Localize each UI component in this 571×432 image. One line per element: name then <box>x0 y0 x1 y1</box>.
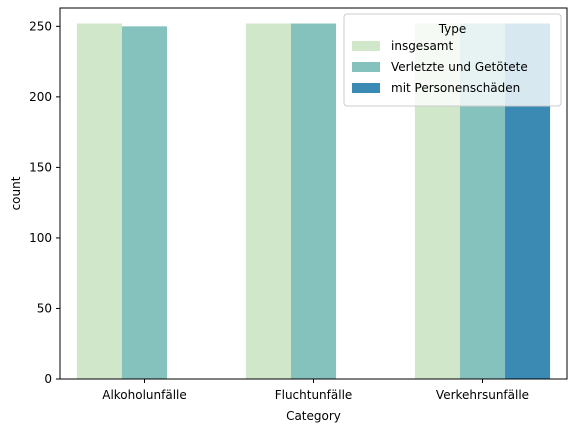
legend: Type insgesamt Verletzte und Getötete mit … <box>343 13 562 107</box>
x-tick-label-2: Verkehrsunfälle <box>436 388 529 402</box>
x-axis-title: Category <box>286 409 341 423</box>
bar-0-1 <box>121 26 168 380</box>
y-axis-title: count <box>9 176 23 210</box>
legend-swatch-1 <box>352 62 380 72</box>
plot-frame <box>59 7 568 380</box>
bar-1-0 <box>245 23 291 380</box>
bar-0-0 <box>76 23 122 380</box>
y-axis: 0 50 100 150 200 250 <box>29 19 60 386</box>
bar-1-1 <box>290 23 337 380</box>
x-axis: Alkoholunfälle Fluchtunfälle Verkehrsunfäl… <box>102 379 529 402</box>
legend-swatch-0 <box>352 41 380 51</box>
legend-label-1: Verletzte und Getötete <box>391 60 528 74</box>
legend-label-2: mit Personenschäden <box>391 81 520 95</box>
y-tick-label-4: 200 <box>29 90 52 104</box>
x-tick-label-0: Alkoholunfälle <box>102 388 187 402</box>
x-tick-label-1: Fluchtunfälle <box>275 388 353 402</box>
legend-swatch-2 <box>352 83 380 93</box>
legend-title: Type <box>438 22 467 36</box>
y-tick-label-5: 250 <box>29 19 52 33</box>
bars-group <box>76 23 551 380</box>
y-tick-label-3: 150 <box>29 160 52 174</box>
y-tick-label-1: 50 <box>37 301 52 315</box>
y-tick-label-2: 100 <box>29 231 52 245</box>
legend-box <box>343 13 562 107</box>
y-tick-label-0: 0 <box>44 372 52 386</box>
legend-label-0: insgesamt <box>391 39 453 53</box>
